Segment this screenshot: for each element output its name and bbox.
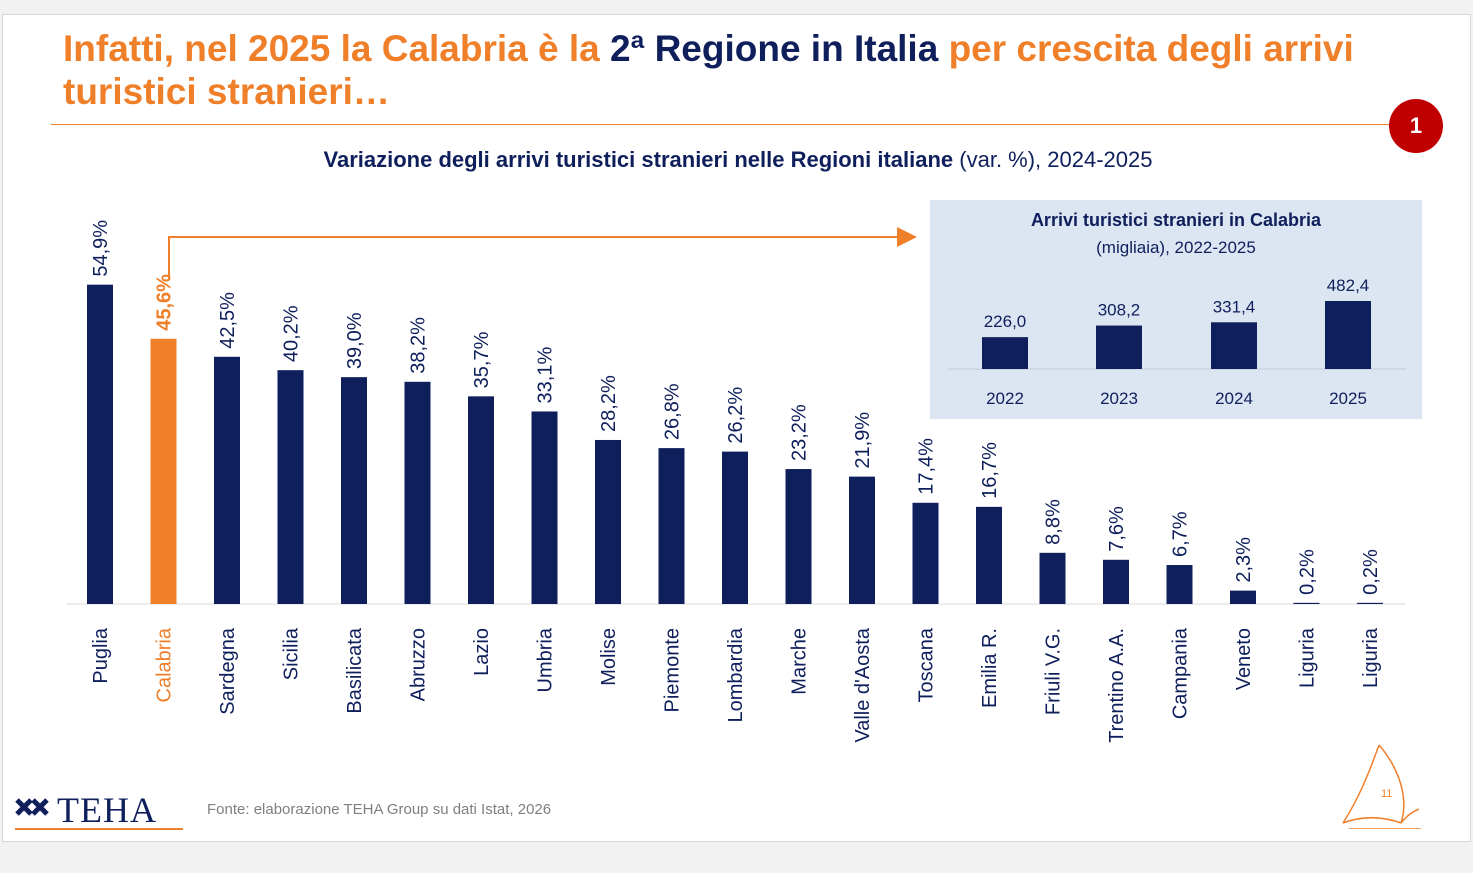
inset-bar-value-label: 482,4 — [1327, 276, 1370, 295]
section-badge: 1 — [1389, 99, 1443, 153]
inset-year-label: 2025 — [1329, 389, 1367, 408]
category-label: Calabria — [154, 627, 176, 702]
bar-value-label: 23,2% — [789, 404, 811, 461]
title-part1: Infatti, nel 2025 la Calabria è la — [63, 28, 611, 69]
bar-value-label: 0,2% — [1297, 549, 1319, 595]
category-label: Trentino A.A. — [1106, 628, 1128, 743]
bar-value-label: 2,3% — [1233, 537, 1255, 583]
bar-value-label: 21,9% — [852, 412, 874, 469]
inset-year-label: 2024 — [1215, 389, 1253, 408]
bar-liguria — [1293, 602, 1320, 604]
category-label: Sardegna — [217, 627, 239, 715]
bar-value-label: 38,2% — [408, 317, 430, 374]
category-label: Molise — [598, 628, 620, 686]
category-label: Lombardia — [725, 627, 747, 722]
bar-lombardia — [722, 451, 748, 604]
bar-value-label: 26,2% — [725, 387, 747, 444]
title-divider — [51, 124, 1421, 125]
inset-bar-value-label: 226,0 — [984, 312, 1027, 331]
teha-logo: TEHA — [15, 790, 185, 830]
inset-bar-chart: 226,0 2022 308,2 2023 331,4 2024 482,4 2025 — [948, 276, 1406, 408]
inset-bar-2025 — [1325, 301, 1371, 369]
slide: Infatti, nel 2025 la Calabria è la 2ª Re… — [2, 14, 1471, 842]
bar-value-label: 45,6% — [154, 274, 176, 331]
category-label: Lazio — [471, 628, 493, 676]
category-label: Puglia — [90, 627, 112, 683]
bar-value-label: 39,0% — [344, 312, 366, 369]
bar-piemonte — [658, 448, 685, 604]
bar-emilia-r- — [976, 506, 1002, 604]
chart-title-bold: Variazione degli arrivi turistici strani… — [323, 147, 954, 172]
category-label: Campania — [1170, 627, 1192, 719]
bar-campania — [1166, 565, 1193, 604]
inset-bar-2023 — [1096, 325, 1142, 369]
bar-umbria — [531, 411, 558, 604]
page-number: 11 — [1381, 788, 1393, 800]
category-label: Piemonte — [662, 628, 684, 713]
inset-year-label: 2022 — [986, 389, 1024, 408]
bar-lazio — [468, 396, 494, 604]
calabria-inset-panel: Arrivi turistici stranieri in Calabria (… — [930, 200, 1422, 419]
bar-value-label: 40,2% — [281, 305, 303, 362]
inset-bar-2024 — [1211, 322, 1257, 369]
category-label: Valle d'Aosta — [852, 627, 874, 743]
bar-value-label: 35,7% — [471, 331, 493, 388]
chart-title: Variazione degli arrivi turistici strani… — [3, 147, 1473, 173]
bar-value-label: 54,9% — [90, 220, 112, 277]
bar-sardegna — [214, 356, 240, 604]
bar-value-label: 8,8% — [1043, 499, 1065, 545]
category-label: Sicilia — [281, 627, 303, 680]
source-footnote: Fonte: elaborazione TEHA Group su dati I… — [207, 801, 552, 818]
inset-bar-value-label: 331,4 — [1213, 297, 1256, 316]
bar-value-label: 28,2% — [598, 375, 620, 432]
inset-title: Arrivi turistici stranieri in Calabria — [1030, 210, 1322, 230]
category-label: Marche — [789, 628, 811, 695]
title-part2: per crescita degli arrivi turistici stra… — [63, 28, 1354, 112]
bar-puglia — [87, 284, 113, 604]
inset-subtitle: (migliaia), 2022-2025 — [1096, 238, 1256, 257]
inset-year-label: 2023 — [1100, 389, 1138, 408]
slide-title: Infatti, nel 2025 la Calabria è la 2ª Re… — [63, 27, 1403, 113]
teha-logo-text: TEHA — [57, 790, 157, 830]
category-label: Liguria — [1297, 627, 1319, 688]
logo-underline — [15, 828, 183, 830]
chart-title-rest: (var. %), 2024-2025 — [953, 147, 1153, 172]
bar-value-label: 0,2% — [1360, 549, 1382, 595]
category-label: Abruzzo — [408, 628, 430, 701]
bar-valle-d-aosta — [849, 476, 875, 604]
bar-sicilia — [277, 370, 304, 604]
teha-logo-mark-icon — [15, 798, 49, 816]
main-bar-chart: 54,9% Puglia 45,6% Calabria 42,5% Sardegna 40,… — [67, 220, 1405, 743]
bar-abruzzo — [404, 381, 431, 604]
bar-toscana — [912, 502, 939, 604]
inset-bar-2022 — [982, 337, 1028, 369]
category-label: Toscana — [916, 627, 938, 702]
inset-bar-value-label: 308,2 — [1098, 301, 1141, 320]
category-label: Friuli V.G. — [1043, 628, 1065, 715]
category-label: Veneto — [1233, 628, 1255, 690]
bar-value-label: 6,7% — [1170, 511, 1192, 557]
sail-icon — [1342, 744, 1421, 829]
bar-molise — [595, 439, 621, 604]
bar-marche — [785, 469, 812, 604]
bar-trentino-a-a- — [1103, 559, 1129, 604]
bar-basilicata — [341, 377, 367, 604]
bar-value-label: 17,4% — [916, 438, 938, 495]
bar-liguria — [1357, 602, 1383, 604]
bar-calabria — [150, 338, 177, 604]
category-label: Umbria — [535, 627, 557, 692]
bar-value-label: 16,7% — [979, 442, 1001, 499]
title-highlight: 2ª Regione in Italia — [610, 28, 939, 69]
bar-friuli-v-g- — [1039, 552, 1066, 604]
category-label: Basilicata — [344, 627, 366, 713]
callout-arrow — [168, 227, 917, 279]
bar-value-label: 42,5% — [217, 292, 239, 349]
bar-value-label: 26,8% — [662, 383, 684, 440]
category-label: Liguria — [1360, 627, 1382, 688]
bar-veneto — [1230, 590, 1256, 604]
category-label: Emilia R. — [979, 628, 1001, 708]
bar-value-label: 7,6% — [1106, 506, 1128, 552]
bar-value-label: 33,1% — [535, 347, 557, 404]
